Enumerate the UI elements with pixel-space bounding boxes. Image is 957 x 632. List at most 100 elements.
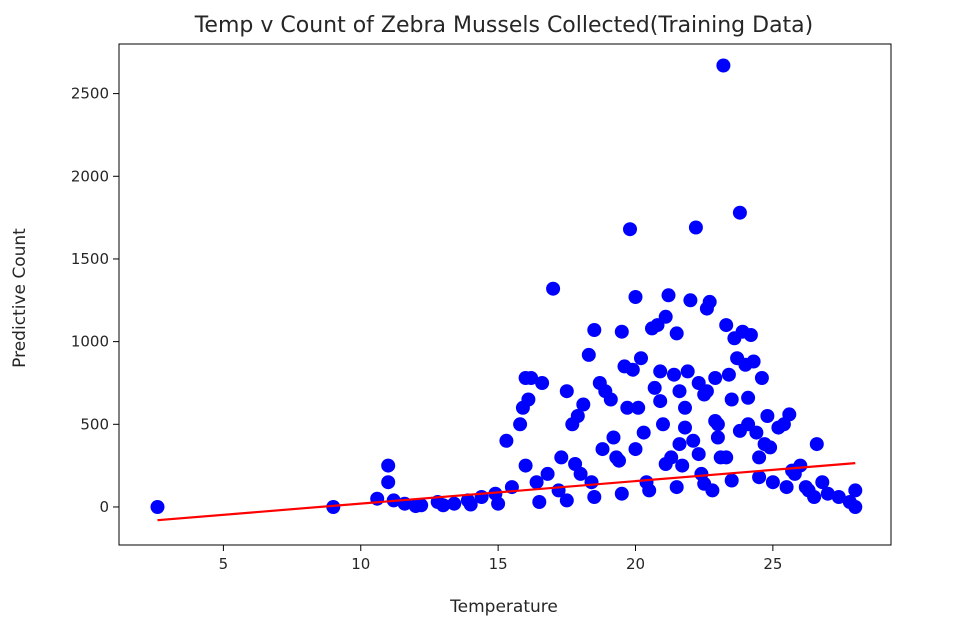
y-tick-label: 1000	[71, 333, 109, 351]
chart-title: Temp v Count of Zebra Mussels Collected(…	[194, 13, 814, 38]
data-point	[634, 351, 648, 366]
data-point	[518, 458, 533, 473]
data-point	[719, 450, 734, 465]
data-point	[721, 367, 736, 382]
x-tick-label: 5	[219, 555, 229, 573]
data-point	[381, 475, 396, 490]
data-point	[581, 347, 596, 362]
x-axis-label: Temperature	[449, 597, 558, 617]
data-point	[672, 437, 687, 452]
data-point	[642, 483, 657, 498]
data-point	[697, 476, 712, 491]
data-point	[614, 486, 629, 501]
y-tick-label: 1500	[71, 250, 109, 268]
data-point	[672, 384, 687, 399]
data-point	[540, 466, 555, 481]
data-point	[716, 58, 731, 73]
data-point	[820, 486, 835, 501]
data-point	[625, 362, 640, 377]
data-point	[658, 457, 673, 471]
data-point	[661, 288, 676, 303]
regression-line	[157, 462, 856, 522]
x-tick-label: 15	[489, 555, 508, 573]
data-point	[680, 364, 695, 379]
data-point	[686, 433, 701, 448]
data-point	[499, 433, 514, 448]
data-point	[606, 430, 621, 445]
y-tick-label: 2000	[71, 167, 109, 185]
data-point	[678, 420, 692, 435]
data-point	[647, 380, 662, 395]
axis-ticks: 5 10 15 20 25 0 500 1000 1500 2000 2500	[71, 85, 783, 573]
data-point	[667, 367, 681, 382]
data-point	[848, 483, 863, 498]
data-point	[669, 480, 684, 495]
data-point	[381, 458, 396, 473]
data-point	[710, 430, 725, 445]
data-point	[691, 447, 706, 462]
data-point	[620, 400, 635, 415]
data-point	[752, 470, 767, 485]
data-point	[656, 417, 670, 432]
data-point	[535, 376, 550, 390]
data-point	[732, 423, 747, 438]
data-point	[532, 495, 547, 509]
x-tick-label: 20	[626, 555, 645, 573]
plot-frame	[118, 43, 892, 546]
data-point	[595, 442, 610, 457]
data-point	[798, 480, 813, 495]
data-point	[708, 414, 723, 428]
data-point	[447, 496, 462, 511]
data-point	[754, 371, 769, 385]
data-point	[587, 490, 602, 504]
data-point	[436, 498, 451, 513]
data-point	[576, 397, 591, 412]
data-point	[708, 371, 723, 385]
data-point	[779, 480, 794, 495]
data-point	[678, 400, 692, 415]
data-point	[765, 475, 780, 490]
data-point	[760, 409, 775, 423]
data-point	[570, 409, 585, 423]
data-point	[743, 328, 758, 342]
data-point	[628, 290, 643, 304]
data-point	[623, 222, 637, 237]
data-point	[848, 500, 863, 514]
data-point	[831, 490, 846, 504]
data-point	[675, 458, 690, 473]
data-point	[628, 442, 643, 457]
data-point	[529, 475, 544, 490]
x-tick-label: 25	[763, 555, 782, 573]
data-point	[653, 394, 668, 409]
data-point	[683, 293, 698, 308]
data-point	[782, 407, 797, 422]
data-point	[669, 326, 684, 341]
data-point	[688, 220, 703, 235]
data-point	[807, 490, 822, 504]
data-point	[559, 384, 574, 399]
plot-area	[150, 58, 863, 522]
data-point	[631, 400, 646, 415]
data-point	[724, 392, 739, 407]
data-point	[658, 309, 673, 324]
data-point	[603, 392, 618, 407]
data-point	[559, 493, 574, 508]
data-point	[732, 205, 747, 220]
data-point	[809, 437, 824, 452]
data-point	[653, 364, 668, 379]
data-point	[554, 450, 569, 465]
data-point	[463, 497, 478, 512]
y-axis-label: Predictive Count	[10, 228, 30, 368]
data-point	[546, 281, 561, 296]
data-point	[326, 500, 341, 514]
data-point	[752, 450, 767, 465]
data-point	[763, 440, 778, 455]
data-point	[702, 294, 717, 309]
data-point	[491, 496, 506, 511]
data-point	[741, 390, 756, 405]
data-point	[699, 384, 714, 399]
data-point	[568, 457, 583, 471]
data-point	[785, 463, 800, 478]
data-point	[612, 453, 626, 468]
